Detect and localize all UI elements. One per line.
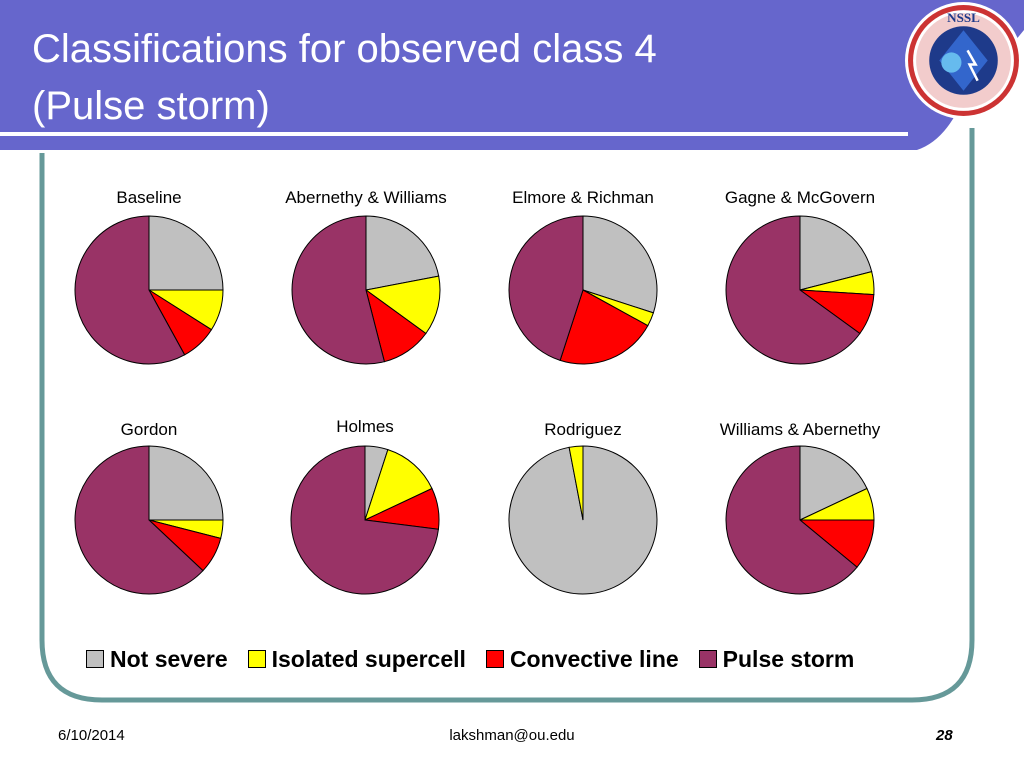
pie-slice xyxy=(559,289,649,365)
pie-slice xyxy=(582,215,658,314)
pie-chart xyxy=(290,445,440,595)
pie-title: Williams & Abernethy xyxy=(719,420,881,439)
legend-item: Not severe xyxy=(86,646,228,673)
pie-chart xyxy=(725,445,875,595)
pie-slice xyxy=(364,275,441,335)
legend-item: Convective line xyxy=(485,645,679,673)
pie-slice xyxy=(799,215,873,291)
pie-slice xyxy=(364,448,433,521)
pie-title: Gordon xyxy=(120,420,178,439)
chart-legend: Not severe Isolated supercell Convective l… xyxy=(86,642,854,676)
slide-number: 28 xyxy=(936,727,953,744)
legend-label: Convective line xyxy=(509,645,679,672)
pie-chart xyxy=(508,215,658,365)
slide-title-line-1: Classifications for observed class 4 xyxy=(32,27,657,71)
pie-chart xyxy=(725,215,875,365)
pie-slice xyxy=(365,215,440,291)
footer-date: 6/10/2014 xyxy=(58,727,125,744)
pie-slice xyxy=(74,215,186,365)
pie-slice xyxy=(568,445,584,521)
pie-title: Abernethy & Williams xyxy=(285,188,447,207)
pie-slice xyxy=(508,445,658,595)
legend-swatch xyxy=(485,650,504,668)
legend-item: Pulse storm xyxy=(698,645,855,673)
legend-swatch xyxy=(247,650,266,668)
pie-title: Holmes xyxy=(336,417,394,436)
pie-slice xyxy=(508,215,584,362)
pie-slice xyxy=(148,445,224,521)
pie-title: Gagne & McGovern xyxy=(724,188,876,207)
pie-slice xyxy=(291,215,386,365)
logo-text: NSSL xyxy=(947,10,980,25)
pie-chart xyxy=(74,445,224,595)
nssl-logo-icon: NSSL xyxy=(905,2,1022,119)
legend-label: Isolated supercell xyxy=(271,645,466,672)
pie-slice xyxy=(74,445,204,595)
legend-item: Isolated supercell xyxy=(247,645,466,673)
pie-chart xyxy=(291,215,441,365)
pie-slice xyxy=(799,445,868,521)
pie-chart xyxy=(508,445,658,595)
slide-title-line-2: (Pulse storm) xyxy=(32,84,270,128)
legend-label: Pulse storm xyxy=(722,645,855,672)
pie-title: Rodriguez xyxy=(544,420,622,439)
pie-slice xyxy=(148,215,224,291)
legend-swatch xyxy=(86,650,104,668)
header-band xyxy=(0,0,1024,150)
pie-chart xyxy=(74,215,224,365)
pie-title: Elmore & Richman xyxy=(512,188,654,207)
footer-email: lakshman@ou.edu xyxy=(449,727,575,744)
legend-swatch xyxy=(698,650,717,668)
pie-slice xyxy=(725,215,861,365)
legend-label: Not severe xyxy=(110,645,228,672)
pie-slice xyxy=(290,445,439,595)
pie-slice xyxy=(725,445,858,595)
pie-title: Baseline xyxy=(116,188,182,207)
